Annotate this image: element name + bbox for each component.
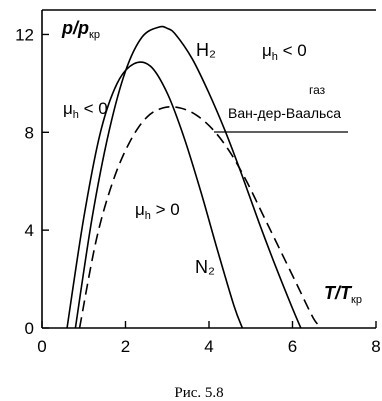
figure-caption: Рис. 5.8 bbox=[174, 385, 223, 401]
series-line-0 bbox=[74, 25, 302, 329]
mu-symbol: μ bbox=[63, 99, 73, 118]
mu-lt-0-upper-right: μh < 0 bbox=[262, 41, 307, 63]
mu-inequality: < 0 bbox=[278, 41, 307, 60]
mu-symbol: μ bbox=[135, 200, 145, 219]
mu-gt-0-inner: μh > 0 bbox=[135, 200, 180, 222]
x-tick-label: 4 bbox=[204, 337, 213, 356]
y-tick-label: 8 bbox=[25, 123, 34, 142]
h2-label: H₂ bbox=[196, 40, 216, 60]
y-tick-label: 4 bbox=[25, 221, 34, 240]
gas-label-line2: Ван-дер-Ваальса bbox=[228, 105, 341, 121]
x-axis-title-main: T/T bbox=[324, 283, 353, 303]
series-line-1 bbox=[66, 61, 244, 329]
x-tick-label: 0 bbox=[37, 337, 46, 356]
y-axis-title: p/pкр bbox=[61, 18, 100, 41]
mu-inequality: > 0 bbox=[151, 200, 180, 219]
y-axis-title-main: p/p bbox=[61, 18, 89, 38]
series-line-2 bbox=[78, 105, 323, 329]
n2-label: N₂ bbox=[195, 257, 215, 277]
mu-symbol: μ bbox=[262, 41, 272, 60]
y-axis-title-sub: кр bbox=[89, 29, 100, 41]
x-tick-label: 6 bbox=[288, 337, 297, 356]
curves bbox=[66, 25, 323, 329]
x-tick-label: 8 bbox=[371, 337, 380, 356]
x-axis-title: T/Tкр bbox=[324, 283, 362, 306]
mu-subscript: h bbox=[73, 109, 79, 121]
mu-lt-0-left: μh < 0 bbox=[63, 99, 108, 121]
mu-subscript: h bbox=[145, 210, 151, 222]
ticks: 0 2 4 6 8 0 4 8 12 bbox=[15, 25, 381, 356]
x-tick-label: 2 bbox=[121, 337, 130, 356]
y-tick-label: 12 bbox=[15, 25, 34, 44]
gas-label-line1: газ bbox=[309, 83, 326, 97]
y-tick-label: 0 bbox=[25, 319, 34, 338]
mu-subscript: h bbox=[272, 51, 278, 63]
x-axis-title-sub: кр bbox=[351, 294, 362, 306]
mu-inequality: < 0 bbox=[79, 99, 108, 118]
